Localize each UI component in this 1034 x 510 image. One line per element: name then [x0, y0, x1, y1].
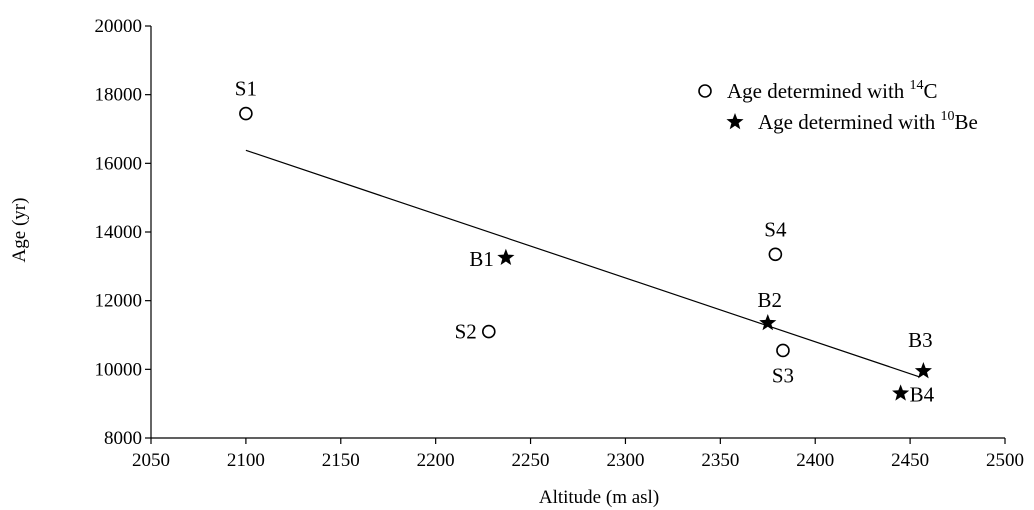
point-label-s2: S2 — [455, 320, 477, 344]
point-b3 — [914, 362, 932, 379]
point-b4 — [892, 384, 910, 401]
x-tick-label: 2050 — [132, 450, 170, 471]
data-points: S1 S2 S3 S4 B1 B2 B3 B4 — [235, 77, 935, 407]
y-tick-label: 18000 — [95, 85, 143, 106]
x-tick-label: 2450 — [891, 450, 929, 471]
point-label-b3: B3 — [908, 328, 933, 352]
y-tick-label: 14000 — [95, 222, 143, 243]
legend-marker-2 — [726, 113, 744, 130]
axes: 2050 2100 2150 2200 2250 2300 2350 2400 2450 2500… — [95, 16, 1025, 471]
x-tick-label: 2500 — [986, 450, 1024, 471]
y-tick-label: 20000 — [95, 16, 143, 37]
y-tick-label: 16000 — [95, 153, 143, 174]
x-tick-label: 2150 — [322, 450, 360, 471]
point-label-b4: B4 — [910, 382, 935, 406]
y-tick-label: 8000 — [104, 428, 142, 449]
point-label-s3: S3 — [772, 363, 794, 387]
point-s1 — [239, 106, 253, 121]
x-tick-label: 2200 — [417, 450, 455, 471]
x-tick-label: 2400 — [796, 450, 834, 471]
y-tick-label: 12000 — [95, 291, 143, 312]
x-tick-label: 2350 — [701, 450, 739, 471]
legend-marker-1 — [698, 84, 712, 98]
y-axis-title: Age (yr) — [9, 198, 30, 263]
trendline-segment — [245, 149, 920, 378]
point-label-s4: S4 — [764, 217, 787, 241]
point-s2 — [482, 324, 496, 339]
y-tick-label: 10000 — [95, 359, 143, 380]
legend: Age determined with 14C Age determined wi… — [698, 78, 978, 134]
legend-label-2: Age determined with 10Be — [758, 109, 978, 134]
point-s3 — [776, 343, 790, 358]
legend-label-1: Age determined with 14C — [727, 78, 938, 103]
point-label-b2: B2 — [758, 288, 783, 312]
x-tick-label: 2100 — [227, 450, 265, 471]
point-b2 — [759, 313, 777, 331]
point-label-b1: B1 — [469, 247, 494, 271]
point-s4 — [768, 247, 783, 262]
x-tick-label: 2300 — [606, 450, 644, 471]
point-b1 — [497, 248, 515, 266]
x-tick-label: 2250 — [512, 450, 550, 471]
x-axis-title: Altitude (m asl) — [539, 487, 659, 508]
point-label-s1: S1 — [235, 77, 257, 101]
trendline — [245, 149, 920, 378]
